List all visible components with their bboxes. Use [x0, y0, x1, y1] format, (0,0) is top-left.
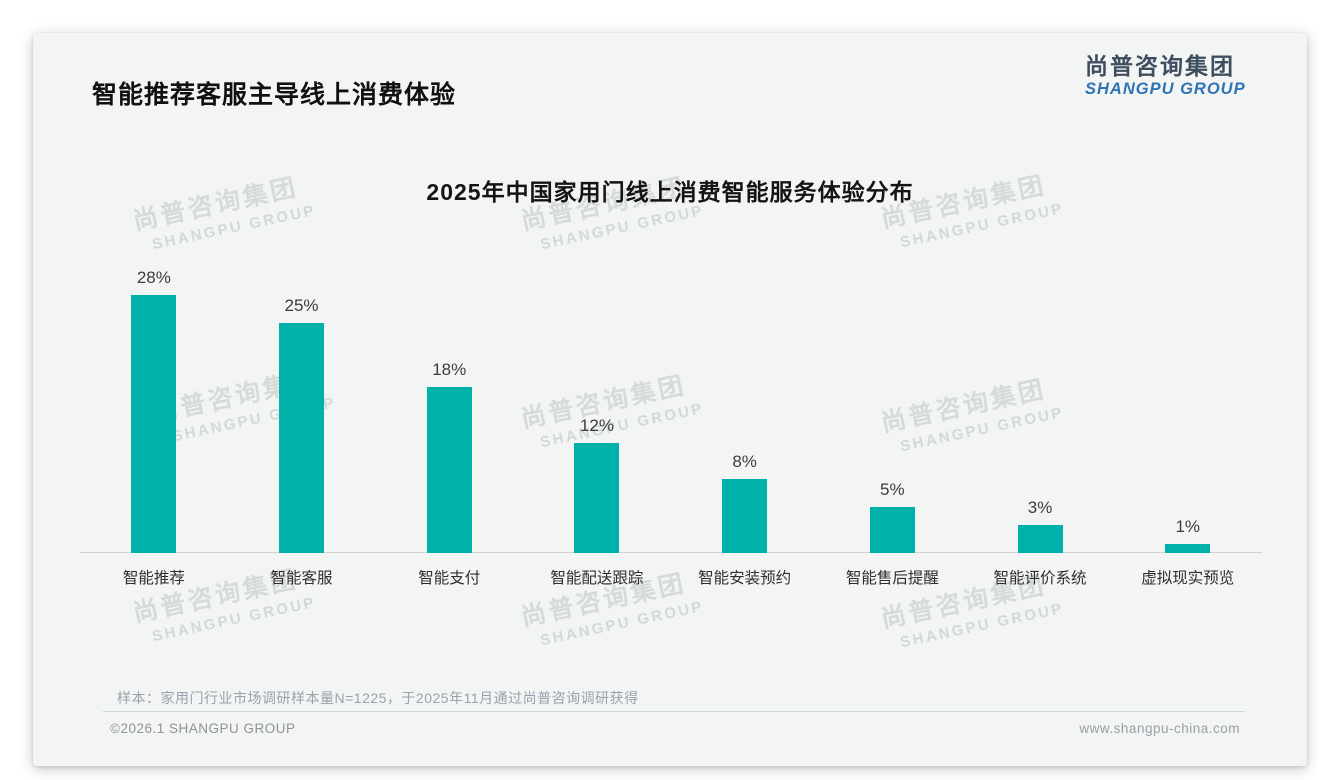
watermark-english: SHANGPU GROUP	[898, 599, 1066, 652]
bar-value-label: 8%	[732, 452, 757, 472]
bar-category-label: 智能配送跟踪	[550, 570, 644, 587]
bar-value-label: 25%	[284, 296, 319, 315]
bar-slot: 5% 智能售后提醒	[819, 263, 967, 587]
bar-value-label: 3%	[1027, 498, 1053, 518]
bar	[279, 323, 325, 553]
bar-value-label: 28%	[136, 268, 171, 288]
bar-slot: 12% 智能配送跟踪	[523, 263, 671, 587]
bar-category-label: 智能支付	[418, 570, 481, 587]
slide-card: 尚普咨询集团 SHANGPU GROUP 尚普咨询集团 SHANGPU GROUP 尚普…	[33, 33, 1307, 766]
bar-category-label: 智能评价系统	[993, 570, 1087, 587]
bar-category-label: 智能客服	[270, 570, 333, 587]
bar-slot: 8% 智能安装预约	[671, 263, 819, 587]
sample-note: 样本：家用门行业市场调研样本量N=1225，于2025年11月通过尚普咨询调研获…	[117, 690, 639, 706]
bar-slot: 28% 智能推荐	[80, 263, 228, 587]
bar-category-label: 智能安装预约	[698, 570, 792, 587]
bar	[574, 442, 620, 553]
bar-chart: 28% 智能推荐 25% 智能客服 18% 智能支付 12% 智能配送跟踪 8% 智能安装预约 5%…	[80, 263, 1262, 587]
watermark-english: SHANGPU GROUP	[150, 201, 318, 254]
bar-value-label: 18%	[432, 360, 467, 380]
x-axis-line	[80, 552, 1262, 553]
bar-category-label: 智能售后提醒	[845, 570, 939, 587]
bar-category-label: 智能推荐	[122, 570, 185, 587]
bar	[1017, 525, 1063, 553]
watermark-english: SHANGPU GROUP	[898, 199, 1066, 252]
bar-slot: 3% 智能评价系统	[966, 263, 1114, 587]
bar	[1165, 543, 1211, 553]
watermark-english: SHANGPU GROUP	[150, 593, 318, 646]
page-title: 智能推荐客服主导线上消费体验	[92, 81, 457, 109]
brand-logo: 尚普咨询集团 SHANGPU GROUP	[1085, 53, 1246, 99]
bar-value-label: 5%	[880, 480, 905, 499]
bar-slot: 1% 虚拟现实预览	[1114, 263, 1262, 587]
chart-title: 2025年中国家用门线上消费智能服务体验分布	[426, 179, 914, 205]
website-text: www.shangpu-china.com	[1079, 721, 1240, 736]
watermark-english: SHANGPU GROUP	[538, 597, 706, 650]
copyright-text: ©2026.1 SHANGPU GROUP	[110, 721, 296, 736]
bar	[131, 295, 177, 553]
bar-category-label: 虚拟现实预览	[1141, 570, 1235, 587]
bar	[869, 507, 915, 553]
bar	[426, 387, 472, 553]
bar-slot: 18% 智能支付	[375, 263, 523, 587]
bar	[722, 479, 768, 553]
bar-value-label: 1%	[1175, 516, 1201, 536]
footer-divider	[103, 711, 1245, 712]
bar-slot: 25% 智能客服	[228, 263, 376, 587]
watermark-english: SHANGPU GROUP	[538, 201, 706, 254]
bar-value-label: 12%	[579, 415, 614, 435]
brand-logo-chinese: 尚普咨询集团	[1085, 53, 1235, 79]
brand-logo-english: SHANGPU GROUP	[1085, 80, 1246, 99]
